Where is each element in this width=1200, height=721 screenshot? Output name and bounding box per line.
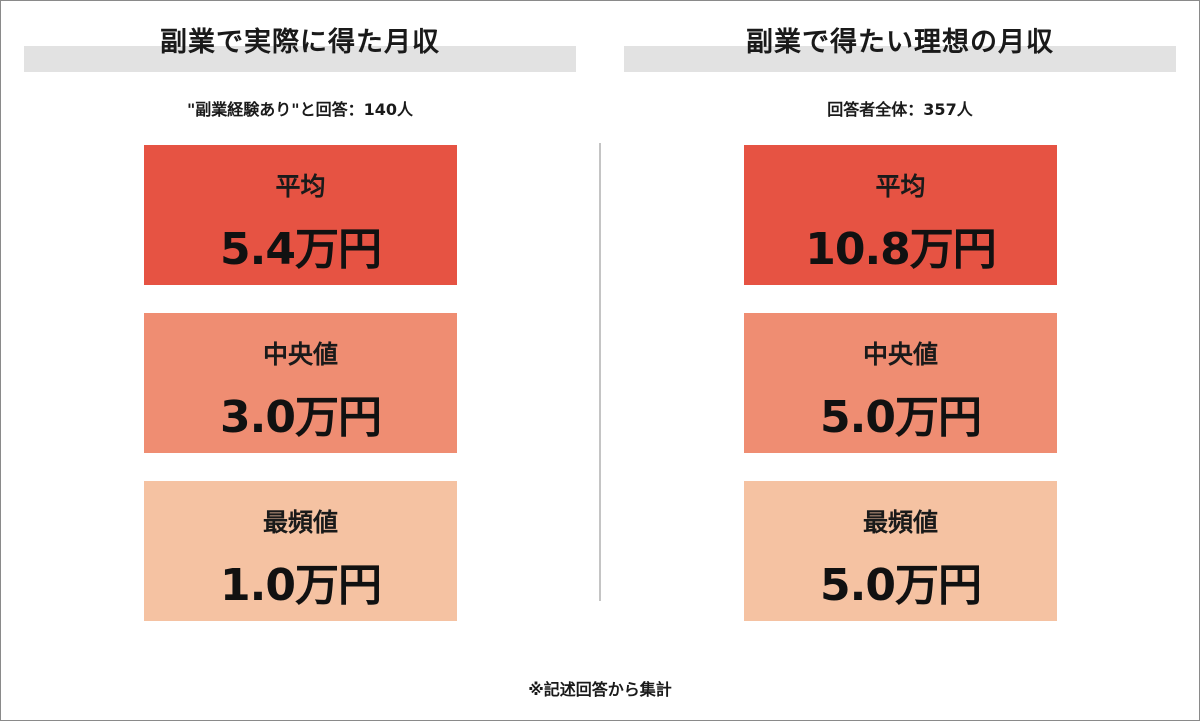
title-bar <box>24 46 576 72</box>
mode-box: 最頻値 1.0万円 <box>144 481 457 621</box>
mean-box: 平均 5.4万円 <box>144 145 457 285</box>
actual-income-panel: 副業で実際に得た月収 "副業経験あり"と回答：140人 平均 5.4万円 中央値… <box>24 0 576 640</box>
stat-value: 5.0万円 <box>820 560 982 611</box>
ideal-income-panel: 副業で得たい理想の月収 回答者全体：357人 平均 10.8万円 中央値 5.0… <box>624 0 1176 640</box>
median-box: 中央値 5.0万円 <box>744 313 1057 453</box>
stat-value: 3.0万円 <box>220 392 382 443</box>
stat-label: 最頻値 <box>862 508 938 537</box>
median-box: 中央値 3.0万円 <box>144 313 457 453</box>
stat-label: 中央値 <box>262 340 338 369</box>
title-bar <box>624 46 1176 72</box>
stat-label: 中央値 <box>862 340 938 369</box>
panel-divider <box>599 143 601 601</box>
stat-label: 最頻値 <box>262 508 338 537</box>
footnote: ※記述回答から集計 <box>528 680 672 699</box>
panel-subtitle: 回答者全体：357人 <box>827 100 973 119</box>
mode-box: 最頻値 5.0万円 <box>744 481 1057 621</box>
stat-label: 平均 <box>875 172 926 201</box>
panel-title: 副業で得たい理想の月収 <box>746 27 1054 58</box>
stat-label: 平均 <box>275 172 326 201</box>
stat-value: 10.8万円 <box>805 224 997 275</box>
stat-value: 5.0万円 <box>820 392 982 443</box>
mean-box: 平均 10.8万円 <box>744 145 1057 285</box>
stat-value: 5.4万円 <box>220 224 382 275</box>
panel-title: 副業で実際に得た月収 <box>160 27 440 58</box>
stat-value: 1.0万円 <box>220 560 382 611</box>
panel-subtitle: "副業経験あり"と回答：140人 <box>186 100 414 119</box>
